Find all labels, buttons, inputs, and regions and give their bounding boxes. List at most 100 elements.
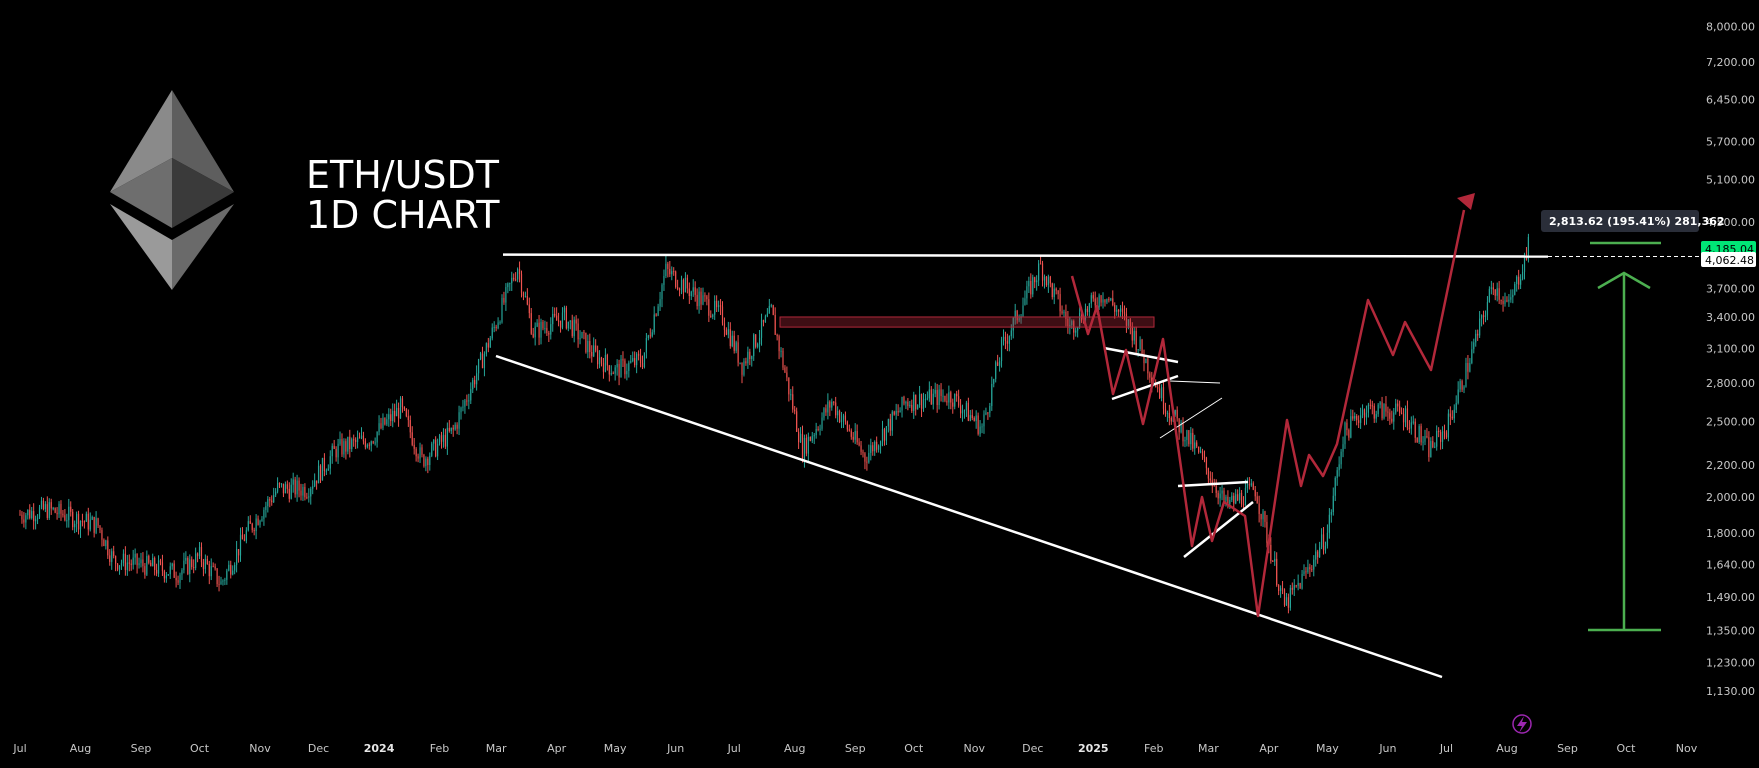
candle-body-303 bbox=[610, 373, 612, 375]
candle-body-683 bbox=[1352, 416, 1354, 419]
candle-body-205 bbox=[419, 447, 421, 459]
candle-body-440 bbox=[878, 445, 880, 450]
lightning-icon[interactable] bbox=[1512, 714, 1532, 734]
time-tick-20: Mar bbox=[1198, 742, 1219, 755]
candle-body-93 bbox=[200, 547, 203, 563]
candle-body-395 bbox=[790, 394, 792, 396]
candle-body-722 bbox=[1428, 437, 1430, 458]
candle-body-0 bbox=[19, 514, 21, 516]
candle-body-364 bbox=[729, 329, 731, 347]
candle-body-175 bbox=[360, 435, 363, 439]
candle-body-239 bbox=[485, 343, 487, 354]
candle-body-498 bbox=[991, 383, 993, 407]
candle-body-153 bbox=[317, 465, 320, 484]
candle-body-479 bbox=[954, 393, 956, 407]
candle-body-565 bbox=[1121, 308, 1124, 312]
candle-body-600 bbox=[1190, 432, 1192, 445]
candle-body-465 bbox=[926, 398, 928, 400]
price-axis: 8,000.00 7,200.00 6,450.00 5,700.00 5,100.00… bbox=[1706, 20, 1755, 698]
projection-arrowhead bbox=[1457, 193, 1475, 210]
candle-body-648 bbox=[1283, 589, 1286, 606]
candle-body-480 bbox=[956, 393, 958, 397]
candle-body-346 bbox=[694, 287, 696, 295]
candle-body-342 bbox=[686, 277, 688, 289]
candle-body-697 bbox=[1379, 402, 1381, 405]
candle-body-597 bbox=[1184, 439, 1186, 442]
candle-body-347 bbox=[696, 294, 698, 307]
candle-body-691 bbox=[1367, 404, 1370, 413]
candle-body-543 bbox=[1078, 312, 1081, 327]
candle-body-110 bbox=[234, 564, 236, 571]
price-tick-9: 2,800.00 bbox=[1706, 377, 1755, 390]
candle-body-69 bbox=[154, 557, 156, 570]
candle-body-78 bbox=[171, 563, 173, 567]
candle-body-17 bbox=[52, 508, 54, 510]
candle-body-595 bbox=[1180, 422, 1182, 433]
candle-body-352 bbox=[706, 296, 708, 300]
candle-body-288 bbox=[581, 332, 583, 339]
price-tick-8: 3,100.00 bbox=[1706, 342, 1755, 355]
candle-body-487 bbox=[969, 415, 971, 421]
candle-body-392 bbox=[784, 367, 786, 373]
candle-body-761 bbox=[1504, 300, 1506, 304]
candle-body-269 bbox=[544, 328, 546, 330]
candle-body-489 bbox=[973, 417, 975, 421]
candle-body-76 bbox=[167, 574, 169, 576]
candle-body-306 bbox=[616, 363, 618, 368]
candle-body-378 bbox=[757, 344, 759, 347]
candle-body-645 bbox=[1278, 585, 1280, 591]
candle-body-420 bbox=[838, 410, 841, 423]
price-tick-13: 1,800.00 bbox=[1706, 527, 1755, 540]
candle-body-464 bbox=[924, 398, 927, 400]
candle-body-550 bbox=[1092, 295, 1094, 299]
candle-body-383 bbox=[766, 313, 768, 317]
candle-body-8 bbox=[35, 519, 37, 522]
candle-body-713 bbox=[1410, 422, 1412, 429]
time-tick-28: Nov bbox=[1676, 742, 1698, 755]
candle-body-701 bbox=[1387, 411, 1389, 413]
candle-body-412 bbox=[823, 408, 825, 418]
candle-body-351 bbox=[704, 295, 706, 297]
candle-body-318 bbox=[639, 355, 642, 364]
candle-body-180 bbox=[370, 441, 372, 446]
candle-body-747 bbox=[1477, 333, 1479, 336]
candle-body-335 bbox=[673, 271, 675, 273]
candle-body-232 bbox=[472, 379, 474, 390]
candle-body-752 bbox=[1486, 302, 1489, 316]
candle-body-534 bbox=[1061, 311, 1063, 314]
candle-body-190 bbox=[390, 414, 392, 422]
candle-body-321 bbox=[645, 338, 647, 353]
candle-body-244 bbox=[495, 326, 497, 329]
candle-body-320 bbox=[643, 352, 646, 368]
candle-body-771 bbox=[1523, 254, 1526, 272]
candle-body-769 bbox=[1520, 279, 1522, 285]
candle-body-162 bbox=[335, 448, 337, 458]
candle-body-107 bbox=[228, 564, 230, 571]
candle-body-525 bbox=[1043, 276, 1046, 281]
candle-body-272 bbox=[550, 324, 552, 335]
candle-body-178 bbox=[366, 444, 368, 448]
candle-body-191 bbox=[392, 410, 394, 422]
candle-body-36 bbox=[89, 519, 91, 530]
time-tick-12: Jul bbox=[727, 742, 741, 755]
candle-body-535 bbox=[1063, 311, 1065, 314]
candle-body-453 bbox=[903, 396, 905, 404]
measure-arrowhead bbox=[1597, 271, 1651, 290]
candle-body-48 bbox=[113, 551, 115, 557]
candle-body-265 bbox=[536, 322, 538, 327]
candle-body-753 bbox=[1488, 288, 1490, 303]
candle-body-414 bbox=[827, 401, 829, 413]
candle-body-134 bbox=[280, 483, 283, 485]
time-tick-14: Sep bbox=[845, 742, 866, 755]
candle-body-723 bbox=[1430, 441, 1432, 458]
candle-body-13 bbox=[44, 504, 46, 510]
candle-body-112 bbox=[237, 549, 240, 556]
candle-body-263 bbox=[532, 333, 534, 338]
price-tick-14: 1,640.00 bbox=[1706, 559, 1755, 572]
candle-body-708 bbox=[1400, 412, 1403, 415]
candle-body-109 bbox=[232, 570, 234, 575]
candle-body-83 bbox=[181, 570, 183, 575]
candle-body-507 bbox=[1008, 336, 1010, 344]
candle-body-24 bbox=[66, 520, 68, 522]
